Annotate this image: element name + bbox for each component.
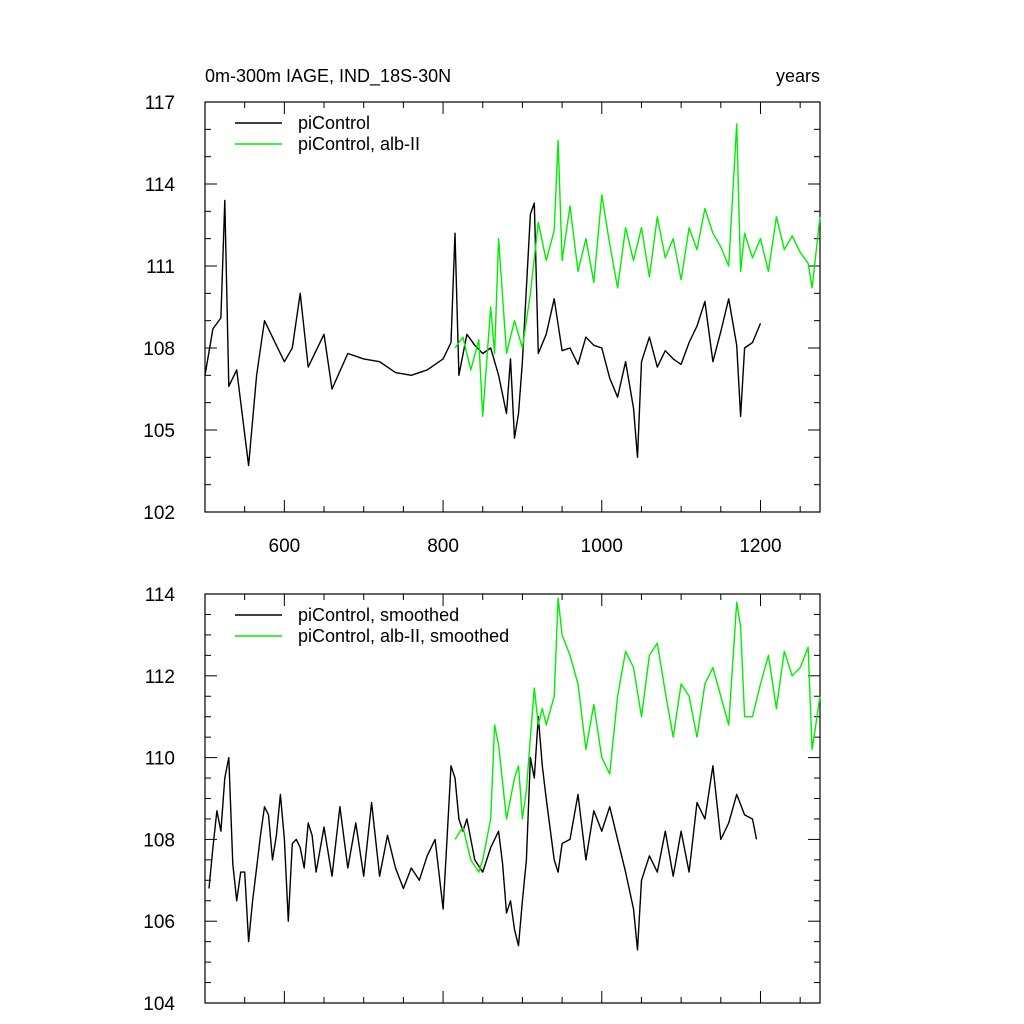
- units-label: years: [776, 66, 820, 86]
- chart-title: 0m-300m IAGE, IND_18S-30N: [205, 66, 451, 87]
- top-panel: 600 800 1000 1200 102 105 108 111 114 117 0m-300m …: [143, 66, 821, 557]
- legend-label: piControl, alb-II, smoothed: [298, 626, 509, 646]
- x-tick-label: 800: [427, 536, 459, 557]
- x-tick-label: 1000: [581, 536, 623, 557]
- legend-label: piControl, alb-II: [298, 134, 420, 154]
- series-line-picontrol-alb-ii: [454, 123, 821, 417]
- legend-label: piControl: [298, 113, 370, 133]
- y-tick-label: 105: [143, 421, 175, 442]
- legend-label: piControl, smoothed: [298, 605, 459, 625]
- series-line-picontrol: [204, 199, 762, 467]
- y-tick-label: 114: [145, 585, 176, 606]
- bottom-panel: 104 106 108 110 112 114 piControl, smoothedpiC…: [143, 585, 821, 1015]
- x-tick-label: 1200: [739, 536, 781, 557]
- y-tick-label: 111: [146, 257, 175, 278]
- y-tick-label: 114: [145, 175, 176, 196]
- y-tick-label: 104: [143, 994, 175, 1015]
- plot-frame: [204, 101, 821, 513]
- y-tick-label: 108: [143, 339, 175, 360]
- y-tick-label: 108: [143, 830, 175, 851]
- series-line-picontrol: [208, 716, 758, 951]
- y-tick-label: 102: [143, 503, 175, 524]
- y-tick-label: 112: [145, 667, 175, 688]
- x-tick-label: 600: [269, 536, 301, 557]
- y-tick-label: 106: [143, 912, 175, 933]
- series-line-picontrol-alb-ii: [454, 597, 821, 873]
- y-tick-label: 117: [145, 93, 175, 114]
- plot-frame: [204, 593, 821, 1004]
- y-tick-label: 110: [145, 749, 175, 770]
